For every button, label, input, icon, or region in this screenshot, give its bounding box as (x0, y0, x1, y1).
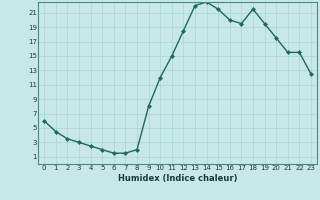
X-axis label: Humidex (Indice chaleur): Humidex (Indice chaleur) (118, 174, 237, 183)
